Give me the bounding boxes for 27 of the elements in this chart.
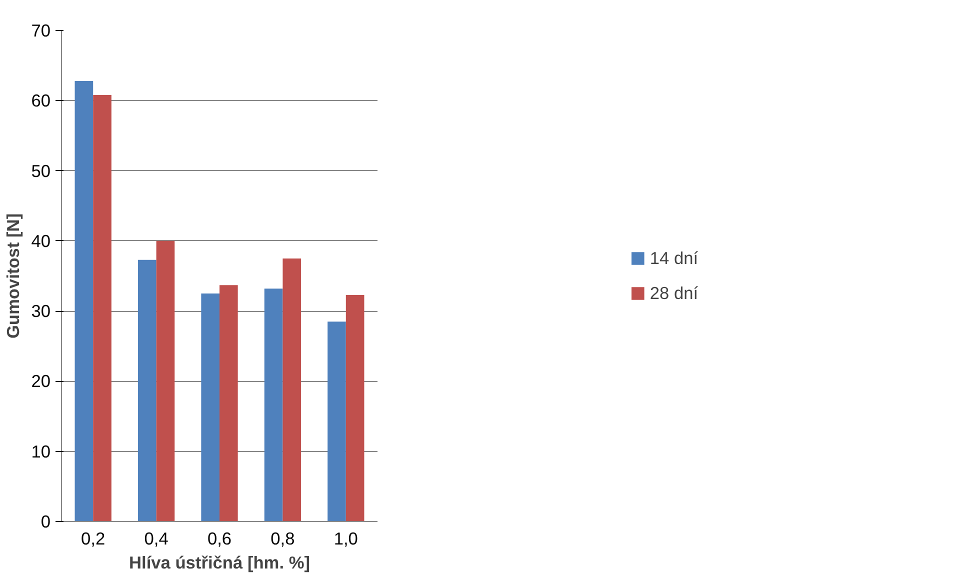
x-tick-label: 0,2: [81, 528, 106, 548]
x-tick-label: 0,6: [207, 528, 232, 548]
bar: [93, 95, 112, 522]
bar: [138, 260, 156, 522]
y-tick-label: 50: [31, 160, 51, 181]
y-tick-label: 30: [31, 301, 51, 322]
bar: [74, 81, 94, 522]
y-tick-label: 40: [31, 230, 51, 251]
x-tick-label: 1,0: [334, 528, 358, 548]
bar: [282, 258, 302, 522]
x-axis-title: Hlíva ústřičná [hm. %]: [128, 552, 310, 572]
x-tick-label: 0,8: [270, 528, 295, 548]
bar: [264, 288, 283, 522]
y-axis-title: Gumovitost [N]: [3, 213, 24, 339]
bar: [346, 294, 364, 522]
y-tick-label: 10: [31, 441, 51, 462]
y-tick-label: 60: [31, 90, 51, 111]
y-tick-label: 70: [31, 20, 51, 40]
x-tick-label: 0,4: [144, 528, 169, 548]
y-tick-label: 0: [40, 512, 51, 532]
legend-label: 28 dní: [650, 282, 698, 304]
bar: [328, 322, 346, 522]
bar: [201, 294, 220, 522]
legend-label: 14 dní: [650, 248, 698, 268]
bar: [220, 285, 238, 522]
bar: [156, 240, 175, 522]
y-tick-label: 20: [31, 371, 51, 392]
